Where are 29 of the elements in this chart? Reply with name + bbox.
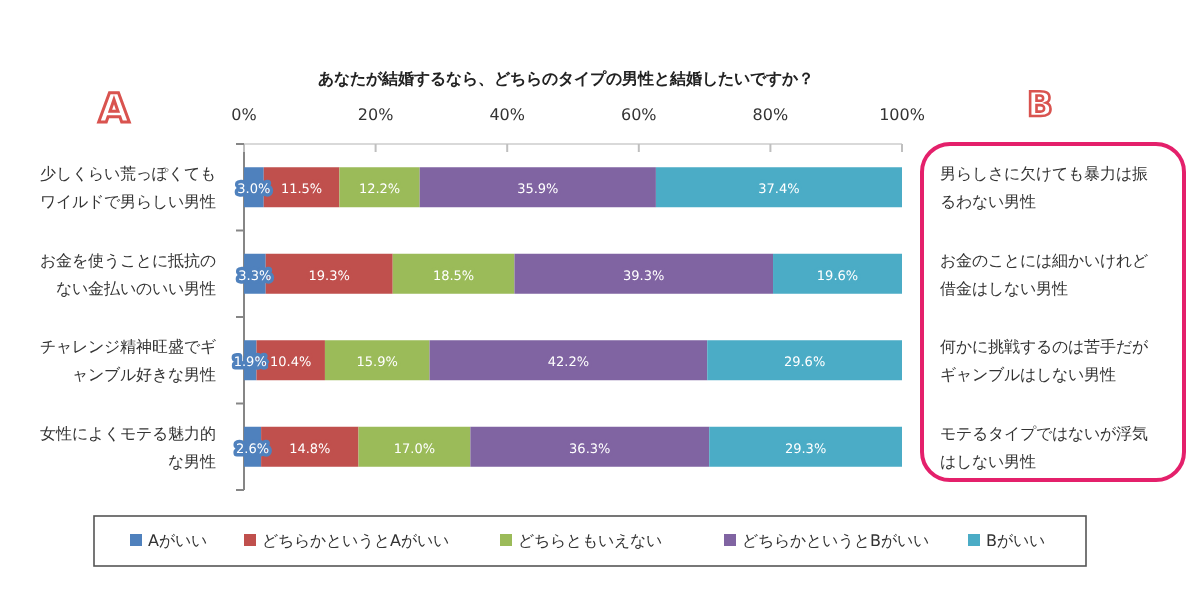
chart-title: あなたが結婚するなら、どちらのタイプの男性と結婚したいですか？ (318, 70, 814, 88)
y-tick-label: 少しくらい荒っぽくてもワイルドで男らしい男性 (40, 165, 216, 212)
bar (707, 340, 902, 381)
text: A (98, 84, 131, 132)
text: お金のことには細かいけれど借金はしない男性 (940, 251, 1148, 298)
x-tick-label: 60% (621, 106, 658, 124)
legend-label: どちらともいえない (518, 532, 662, 550)
bar (419, 167, 656, 208)
bar (514, 253, 774, 294)
x-tick-label: 100% (879, 106, 926, 124)
text: 男らしさに欠けても暴力は振るわない男性 (940, 165, 1148, 212)
text: B (1027, 86, 1053, 126)
x-tick-label: 20% (357, 106, 395, 124)
legend-label: Aがいい (148, 532, 207, 550)
x-tick-label: 80% (752, 106, 789, 124)
bar (470, 426, 710, 467)
bar (709, 426, 902, 467)
y-tick-label: 女性によくモテる魅力的な男性 (40, 424, 216, 471)
bar (655, 167, 902, 208)
legend-label: Bがいい (986, 532, 1045, 550)
y-tick-label: お金を使うことに抵抗のない金払いのいい男性 (40, 251, 216, 298)
y-tick-label: チャレンジ精神旺盛でギャンブル好きな男性 (40, 338, 216, 385)
bar (429, 340, 708, 381)
legend-label: どちらかというとBがいい (742, 532, 929, 550)
text: モテるタイプではないが浮気はしない男性 (940, 424, 1148, 471)
x-tick-label: 0% (231, 106, 258, 124)
text: 何かに挑戦するのは苦手だがギャンブルはしない男性 (940, 338, 1150, 385)
x-tick-label: 40% (489, 106, 526, 124)
legend-label: どちらかというとAがいい (262, 532, 449, 550)
